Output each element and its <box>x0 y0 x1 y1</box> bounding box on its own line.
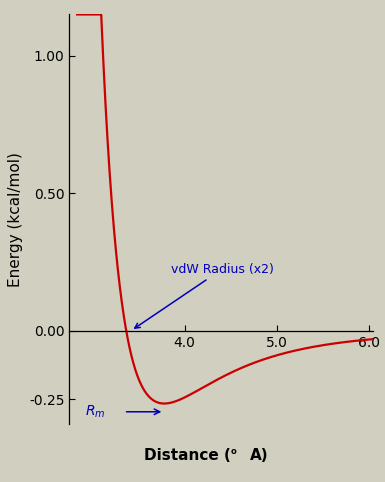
Text: $R_m$: $R_m$ <box>85 403 105 420</box>
Y-axis label: Energy (kcal/mol): Energy (kcal/mol) <box>8 152 23 287</box>
Text: A): A) <box>250 448 269 463</box>
Text: vdW Radius (x2): vdW Radius (x2) <box>135 263 274 328</box>
Text: Distance (: Distance ( <box>144 448 231 463</box>
Text: o: o <box>231 447 237 456</box>
